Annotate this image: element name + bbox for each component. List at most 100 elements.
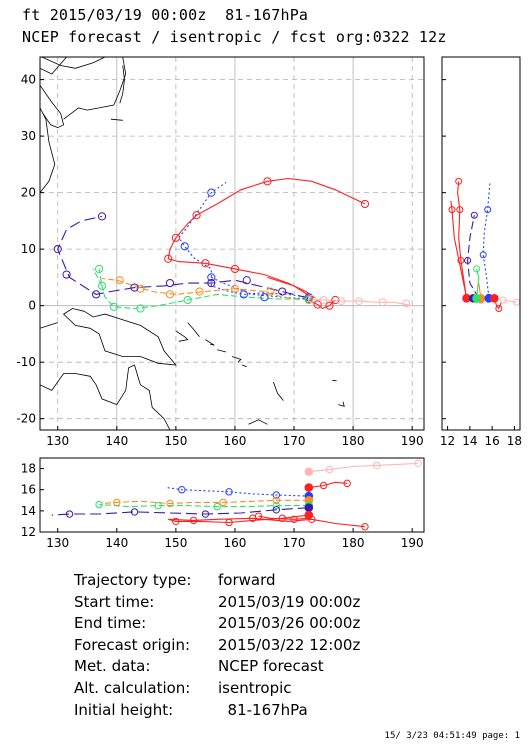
info-label: End time: <box>74 614 147 633</box>
tick-label-y: 30 <box>21 129 36 143</box>
height-marker-orange <box>219 498 227 507</box>
info-label: Initial height: <box>74 700 174 719</box>
height-marker-purple <box>464 256 472 264</box>
height-line-red <box>258 515 309 520</box>
plot-frame <box>441 56 521 431</box>
trajectory-marker-pink <box>402 299 411 308</box>
coastline <box>40 322 58 329</box>
trajectory-line-purple <box>57 215 309 299</box>
trajectory-line-red <box>308 299 336 310</box>
tick-label-y: -10 <box>16 355 36 369</box>
height-line-green <box>99 503 309 508</box>
chart-title: ft 2015/03/19 00:00z 81-167hPa <box>22 6 309 24</box>
trajectory-marker-purple <box>62 270 71 279</box>
height-marker-blue <box>178 486 186 494</box>
trajectory-marker-blue <box>207 188 216 197</box>
height-marker-red <box>254 512 263 520</box>
info-value: 81-167hPa <box>218 700 308 719</box>
series-group <box>51 459 422 531</box>
height-marker-purple <box>470 211 478 219</box>
trajectory-marker-blue <box>207 273 216 282</box>
trajectory-marker-orange <box>115 276 124 285</box>
info-value: 2015/03/19 00:00z <box>218 592 361 611</box>
height-marker-red <box>455 177 463 185</box>
info-value: 2015/03/26 00:00z <box>218 614 361 633</box>
height-marker-pink <box>325 465 334 474</box>
trajectory-marker-red <box>171 233 180 242</box>
coastline <box>175 330 189 342</box>
height-marker-purple <box>201 510 210 518</box>
tick-label-y: 0 <box>28 299 36 313</box>
coastline <box>40 85 65 129</box>
plot-frame <box>39 457 425 533</box>
tick-label-y: 18 <box>21 462 36 476</box>
height-marker-pink <box>499 296 507 304</box>
start-marker-red <box>304 510 314 520</box>
series-group <box>448 177 520 312</box>
height-marker-red <box>225 518 233 527</box>
trajectory-line-green <box>92 268 103 287</box>
coastline <box>332 379 337 382</box>
coastline <box>187 322 200 338</box>
coastline <box>62 308 177 366</box>
height-marker-orange <box>166 499 174 508</box>
trajectory-line-red <box>167 177 366 300</box>
height-marker-red <box>456 206 464 214</box>
tick-label-y: 10 <box>21 242 36 256</box>
trajectory-marker-green <box>136 304 145 313</box>
tick-label-x: 150 <box>164 536 187 550</box>
tick-label-y: 16 <box>21 483 36 497</box>
height-marker-green <box>213 502 221 511</box>
coastline <box>40 107 56 193</box>
height-marker-blue <box>272 491 281 499</box>
coastline <box>231 356 242 363</box>
coastline <box>241 364 247 368</box>
tick-label-x: 130 <box>46 434 69 448</box>
coastlines <box>40 57 345 430</box>
info-label: Met. data: <box>74 657 151 676</box>
tick-label-y: 12 <box>21 525 36 539</box>
latitude-height-panel: 12 14 16 18 <box>440 56 522 448</box>
trajectory-line-red <box>267 276 310 296</box>
tick-label-x: 180 <box>342 536 365 550</box>
height-marker-purple <box>65 510 74 518</box>
trajectory-marker-purple <box>207 278 216 288</box>
height-marker-red <box>290 515 298 524</box>
trajectory-marker-orange <box>136 284 145 293</box>
trajectory-marker-purple <box>165 278 175 288</box>
start-marker-green <box>472 294 481 303</box>
trajectory-marker-orange <box>230 284 240 293</box>
tick-label-x: 180 <box>342 434 365 448</box>
tick-label-x: 14 <box>462 434 477 448</box>
trajectory-marker-pink <box>355 297 363 306</box>
start-marker-red <box>304 483 314 492</box>
tick-label-x: 190 <box>401 434 424 448</box>
trajectory-marker-pink <box>378 298 387 307</box>
height-marker-pink <box>414 459 422 467</box>
height-line-pink <box>308 462 419 473</box>
trajectory-marker-blue <box>239 290 248 299</box>
coastline <box>248 419 268 425</box>
height-marker-red <box>361 523 369 531</box>
info-value: forward <box>218 571 276 589</box>
trajectory-marker-red <box>331 295 340 305</box>
height-line-red <box>457 181 468 299</box>
coastline <box>119 65 125 104</box>
plot-frame <box>39 56 425 431</box>
coastline <box>40 364 171 430</box>
height-marker-green <box>95 500 103 509</box>
coastline <box>40 57 67 75</box>
trajectory-marker-red <box>325 301 334 310</box>
map-panel: 130 140 150 160 170 180 190 -20 -10 0 10 20 30 40 <box>16 56 425 448</box>
info-value: NCEP forecast <box>218 657 324 676</box>
height-line-blue <box>482 182 491 298</box>
trajectory-marker-pink <box>319 296 328 304</box>
tick-label-y: 14 <box>21 504 36 518</box>
info-label: Start time: <box>74 592 155 611</box>
tick-label-x: 170 <box>283 536 306 550</box>
trajectory-marker-red <box>313 300 322 309</box>
trajectory-marker-green <box>183 295 192 305</box>
trajectory-marker-red <box>201 259 210 268</box>
height-marker-blue <box>479 251 487 259</box>
